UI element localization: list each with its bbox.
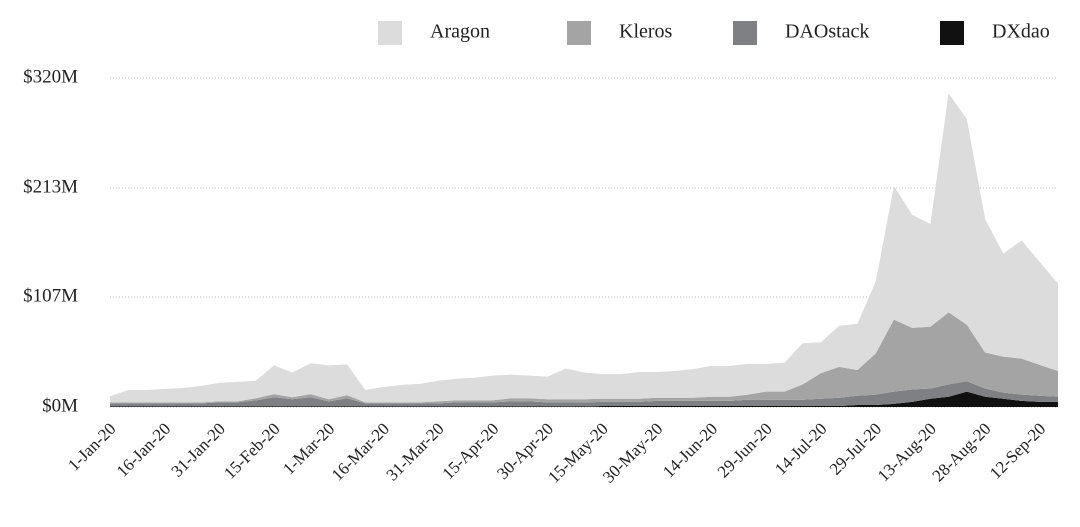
x-tick-label: 13-Aug-20 [874,419,940,485]
x-tick-label: 12-Sep-20 [986,419,1050,483]
x-tick-label: 31-Mar-20 [382,419,447,484]
x-tick-label: 16-Jan-20 [113,419,175,481]
x-tick-label: 30-May-20 [599,419,667,487]
x-tick-label: 15-Feb-20 [220,419,284,483]
x-tick-label: 29-Jun-20 [714,419,776,481]
y-tick-label: $320M [23,66,78,87]
x-tick-label: 28-Aug-20 [928,419,994,485]
legend-swatch [733,21,757,45]
x-tick-label: 31-Jan-20 [167,419,229,481]
y-tick-label: $213M [23,176,78,197]
y-tick-label: $107M [23,285,78,306]
legend-swatch [378,21,402,45]
areas [110,93,1058,407]
y-tick-label: $0M [42,395,78,416]
legend-label: Kleros [619,21,673,43]
area [110,391,1058,407]
legend-swatch [567,21,591,45]
x-tick-label: 14-Jun-20 [659,419,721,481]
area [110,312,1058,404]
legend-label: DAOstack [785,21,869,43]
x-tick-label: 15-Apr-20 [438,419,502,483]
area [110,381,1058,407]
legend: Aragon Kleros DAOstack DXdao [378,21,1050,45]
legend-label: DXdao [992,21,1050,43]
x-tick-label: 14-Jul-20 [771,419,831,479]
area [110,93,1058,403]
x-tick-label: 1-Jan-20 [64,419,119,474]
x-tick-label: 16-Mar-20 [328,419,393,484]
legend-label: Aragon [430,21,490,43]
legend-swatch [940,21,964,45]
